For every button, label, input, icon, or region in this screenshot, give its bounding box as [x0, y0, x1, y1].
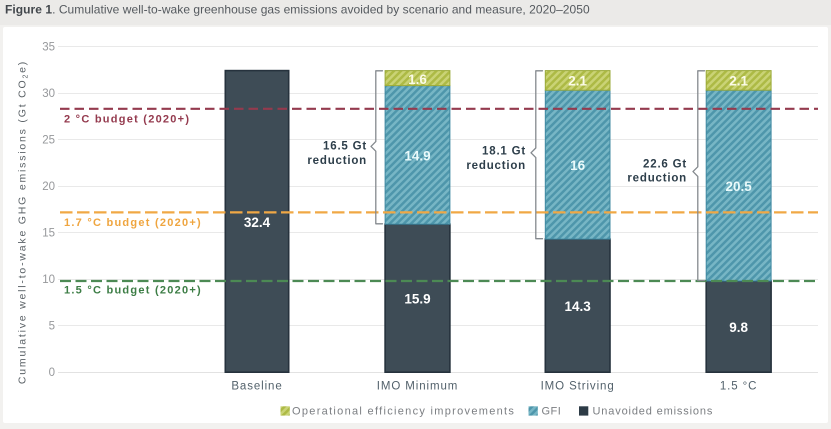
svg-text:Figure 1. Cumulative well-to-w: Figure 1. Cumulative well-to-wake greenh… [5, 3, 590, 17]
svg-text:reduction: reduction [627, 173, 687, 185]
svg-text:reduction: reduction [307, 155, 367, 167]
svg-text:1.5 °C: 1.5 °C [720, 381, 758, 393]
svg-text:22.6 Gt: 22.6 Gt [643, 159, 687, 171]
svg-text:reduction: reduction [466, 160, 526, 172]
svg-text:Baseline: Baseline [231, 381, 282, 393]
svg-text:32.4: 32.4 [244, 215, 271, 230]
svg-text:9.8: 9.8 [729, 320, 748, 335]
svg-text:5: 5 [49, 321, 55, 333]
svg-text:0: 0 [49, 367, 55, 379]
svg-text:1.7 °C budget (2020+): 1.7 °C budget (2020+) [64, 217, 202, 229]
svg-text:10: 10 [42, 274, 55, 286]
svg-text:25: 25 [42, 135, 55, 147]
svg-text:Cumulative well-to-wake GHG em: Cumulative well-to-wake GHG emissions (G… [17, 60, 30, 384]
svg-text:16.5 Gt: 16.5 Gt [323, 141, 367, 153]
svg-text:Operational efficiency improve: Operational efficiency improvements [292, 406, 515, 418]
svg-text:2.1: 2.1 [568, 73, 587, 88]
svg-text:1.6: 1.6 [408, 72, 427, 87]
svg-text:Unavoided emissions: Unavoided emissions [593, 406, 714, 418]
svg-text:20: 20 [42, 181, 55, 193]
svg-text:16: 16 [570, 158, 586, 173]
svg-text:GFI: GFI [542, 406, 562, 418]
svg-text:1.5 °C budget (2020+): 1.5 °C budget (2020+) [64, 285, 202, 297]
svg-text:15.9: 15.9 [404, 292, 430, 307]
svg-text:30: 30 [42, 88, 55, 100]
svg-text:14.3: 14.3 [564, 299, 591, 314]
svg-text:15: 15 [42, 228, 55, 240]
svg-text:2 °C budget (2020+): 2 °C budget (2020+) [64, 114, 190, 126]
svg-text:20.5: 20.5 [725, 179, 752, 194]
svg-text:35: 35 [42, 42, 55, 54]
svg-text:2.1: 2.1 [729, 73, 748, 88]
svg-text:IMO Minimum: IMO Minimum [377, 381, 458, 393]
svg-text:14.9: 14.9 [404, 148, 430, 163]
svg-text:IMO Striving: IMO Striving [541, 381, 615, 393]
svg-text:18.1 Gt: 18.1 Gt [482, 146, 526, 158]
